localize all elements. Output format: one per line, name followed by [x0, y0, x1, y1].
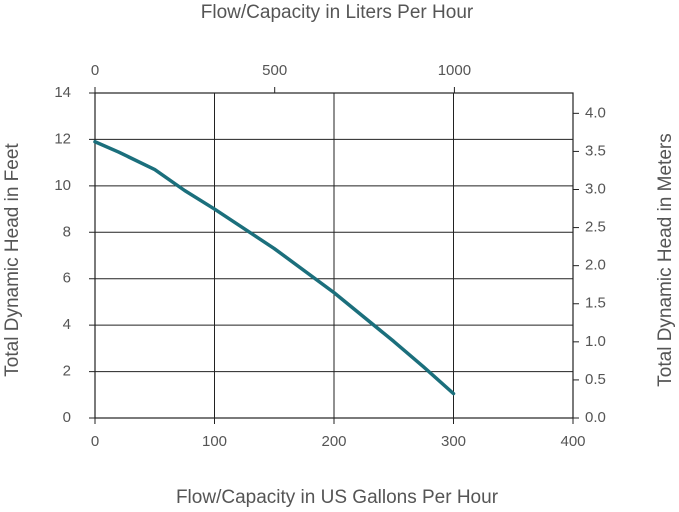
- y2-tick-label: 3.0: [585, 180, 606, 197]
- y2-tick-label: 4.0: [585, 104, 606, 121]
- x2-tick-label: 500: [262, 62, 287, 79]
- y-tick-label: 14: [54, 84, 71, 101]
- x-tick-label: 0: [91, 433, 99, 450]
- x-tick-label: 100: [202, 433, 227, 450]
- y-tick-label: 12: [54, 130, 71, 147]
- x-tick-label: 200: [321, 433, 346, 450]
- x-tick-label: 400: [560, 433, 585, 450]
- y2-tick-label: 1.0: [585, 333, 606, 350]
- y2-axis-title: Total Dynamic Head in Meters: [655, 133, 676, 386]
- top-axis-title: Flow/Capacity in Liters Per Hour: [201, 2, 474, 23]
- y2-tick-label: 1.5: [585, 295, 606, 312]
- x2-tick-label: 1000: [438, 62, 471, 79]
- x2-tick-label: 0: [91, 62, 99, 79]
- y2-tick-label: 0.0: [585, 409, 606, 426]
- y-tick-label: 6: [63, 270, 71, 287]
- y2-tick-label: 3.5: [585, 142, 606, 159]
- y-axis-title: Total Dynamic Head in Feet: [2, 143, 23, 377]
- y2-tick-label: 2.5: [585, 219, 606, 236]
- y2-tick-label: 2.0: [585, 257, 606, 274]
- curve: [93, 140, 456, 396]
- y-tick-label: 2: [63, 363, 71, 380]
- y2-tick-label: 0.5: [585, 371, 606, 388]
- y-tick-label: 8: [63, 223, 71, 240]
- y-tick-label: 10: [54, 177, 71, 194]
- y-tick-label: 0: [63, 409, 71, 426]
- y-tick-label: 4: [63, 316, 71, 333]
- x-tick-label: 300: [441, 433, 466, 450]
- x-axis-title: Flow/Capacity in US Gallons Per Hour: [176, 487, 499, 508]
